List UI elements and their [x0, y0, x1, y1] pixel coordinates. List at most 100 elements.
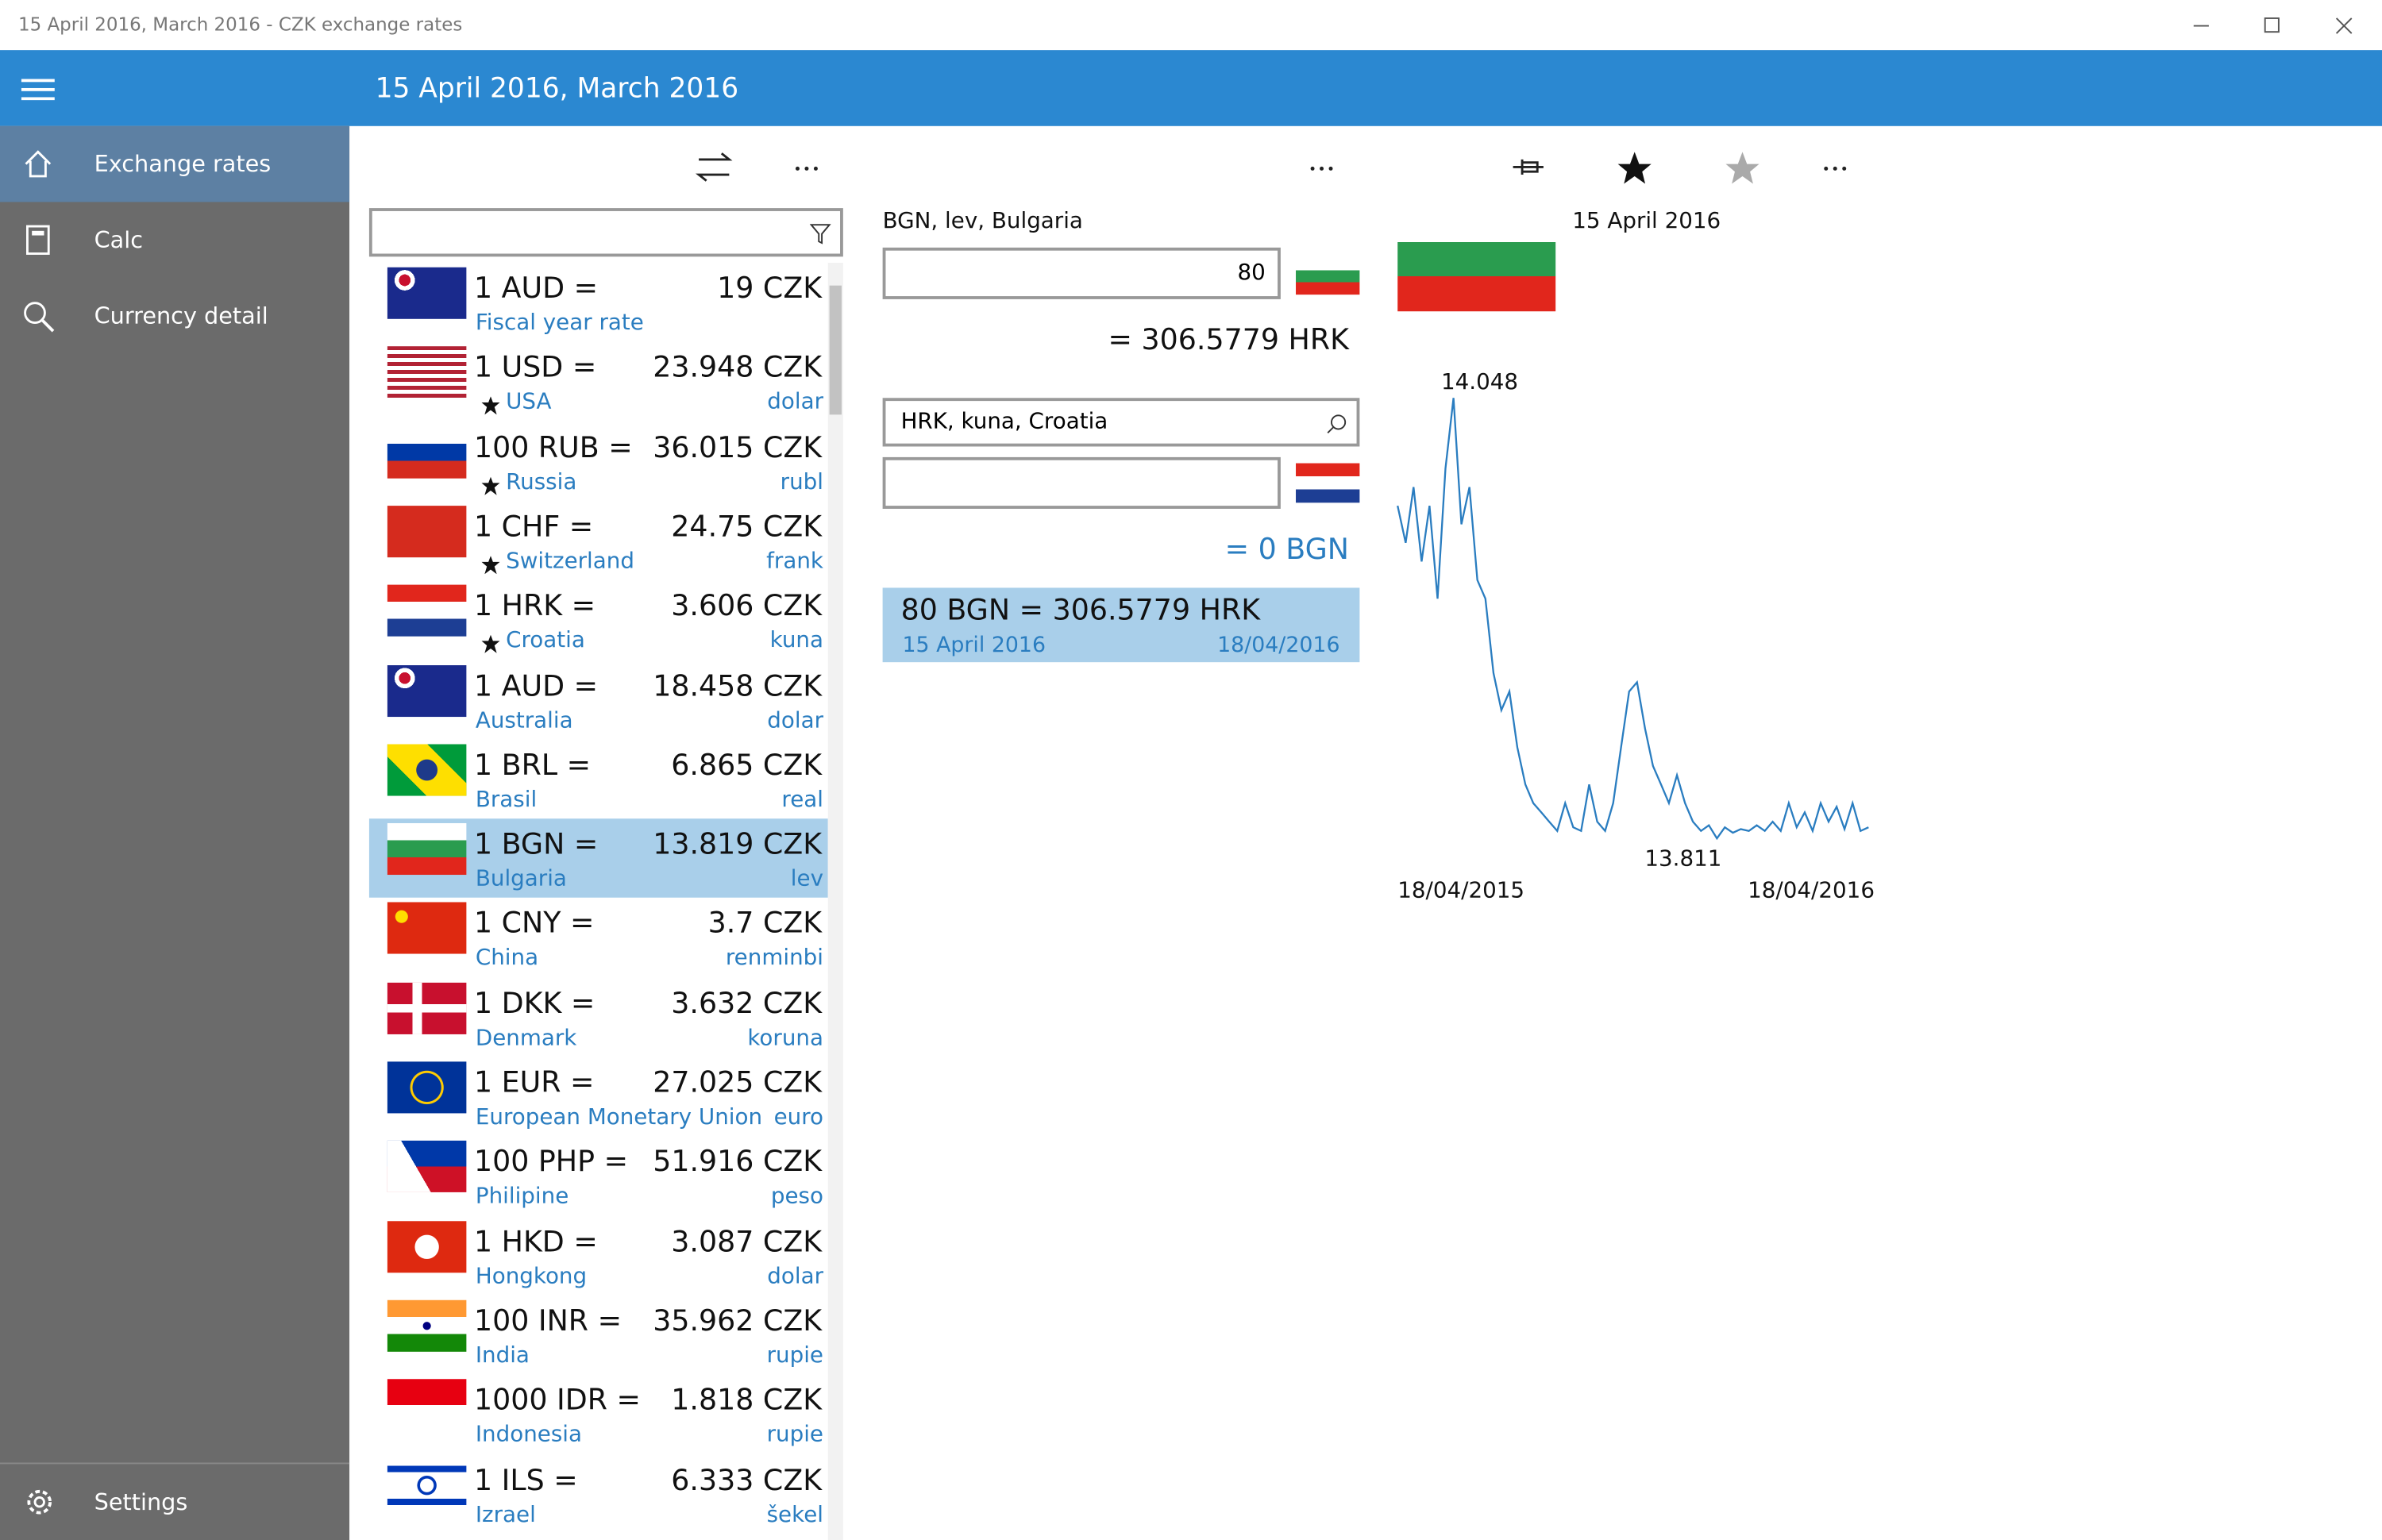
scrollbar[interactable]: [827, 262, 843, 1540]
rate-row[interactable]: 1 BGN = 13.819 CZK Bulgaria lev: [368, 818, 828, 898]
to-label: HRK, kuna, Croatia: [900, 410, 1108, 435]
flag: [387, 744, 467, 796]
nav-label: Exchange rates: [94, 150, 272, 178]
rate-row[interactable]: 100 INR = 35.962 CZK India rupie: [369, 1296, 828, 1374]
rate-row[interactable]: 1 ILS = 6.333 CZK Izrael šekel: [369, 1454, 828, 1533]
x-end-label: 18/04/2016: [1748, 877, 1875, 903]
more-button[interactable]: [1824, 166, 1847, 171]
filter-box[interactable]: [368, 208, 843, 257]
country: Switzerland: [506, 549, 634, 575]
currency-name: lev: [790, 867, 823, 892]
more-button[interactable]: [1310, 166, 1333, 171]
currency-name: dolar: [767, 1264, 823, 1289]
currency-name: rupie: [766, 1344, 823, 1369]
rate-unit: 1 BRL =: [473, 748, 592, 782]
more-button[interactable]: [795, 166, 818, 171]
favorite-button[interactable]: [1617, 152, 1652, 184]
rate-row[interactable]: 1 AUD = 19 CZK Fiscal year rate: [369, 263, 828, 341]
country: Russia: [506, 470, 577, 495]
country: China: [475, 946, 539, 972]
flag: [387, 505, 467, 557]
to-search[interactable]: HRK, kuna, Croatia: [882, 398, 1360, 447]
rate-row[interactable]: 1 HRK = 3.606 CZK Croatia kuna: [369, 580, 828, 659]
currency-name: euro: [773, 1105, 823, 1130]
country: Australia: [475, 708, 573, 733]
header-title: 15 April 2016, March 2016: [375, 72, 739, 106]
rate-unit: 1 AUD =: [473, 271, 599, 306]
star: [481, 556, 500, 575]
unfavorite-button[interactable]: [1725, 152, 1760, 184]
rate-unit: 1000 IDR =: [473, 1384, 642, 1418]
rate-value: 3.632 CZK: [671, 987, 823, 1021]
country: Denmark: [475, 1026, 577, 1051]
country: USA: [506, 391, 552, 415]
window-controls[interactable]: [2172, 12, 2370, 39]
rate-row[interactable]: 1 AUD = 18.458 CZK Australia dolar: [369, 660, 828, 738]
flag: [387, 982, 467, 1034]
rate-row[interactable]: 1 BRL = 6.865 CZK Brasil real: [369, 739, 828, 818]
rate-value: 3.606 CZK: [671, 589, 823, 623]
rate-row[interactable]: 1 EUR = 27.025 CZK European Monetary Union…: [369, 1057, 828, 1136]
rate-unit: 1 USD =: [473, 351, 597, 385]
currency-name: frank: [766, 549, 823, 575]
currency-name: dolar: [767, 708, 823, 733]
rate-row[interactable]: 100 PHP = 51.916 CZK Philipine peso: [369, 1137, 828, 1215]
country: Croatia: [506, 629, 585, 654]
history-chart: 14.048 13.811 18/04/2015 18/04/2016: [1397, 368, 1875, 903]
star: [481, 475, 500, 495]
rate-value: 27.025 CZK: [653, 1066, 823, 1100]
from-input[interactable]: 80: [882, 247, 1281, 299]
flag: [387, 903, 467, 955]
rate-unit: 1 CNY =: [473, 907, 595, 941]
detail-date: 15 April 2016: [1572, 210, 1721, 234]
country: Brasil: [475, 787, 538, 813]
rate-unit: 100 PHP =: [473, 1145, 629, 1180]
rate-row[interactable]: 100 RUB = 36.015 CZK Russia rubl: [369, 422, 828, 500]
country: Bulgaria: [475, 867, 567, 892]
currency-name: rupie: [766, 1423, 823, 1448]
rate-value: 36.015 CZK: [653, 430, 823, 464]
rate-value: 3.7 CZK: [707, 907, 823, 941]
sidebar: Exchange rates Calc Currency detail Sett…: [0, 125, 350, 1540]
star: [481, 635, 500, 654]
rate-row[interactable]: 1 CNY = 3.7 CZK China renminbi: [369, 898, 828, 976]
rate-row[interactable]: 1 USD = 23.948 CZK USA dolar: [369, 342, 828, 421]
rate-value: 1.818 CZK: [671, 1384, 823, 1418]
nav-label: Calc: [94, 226, 144, 254]
min-label: 13.811: [1644, 845, 1721, 872]
country: Philipine: [475, 1184, 569, 1210]
nav-item[interactable]: Settings: [0, 1464, 349, 1540]
summary[interactable]: 80 BGN = 306.5779 HRK 15 April 2016 18/0…: [882, 587, 1360, 663]
rate-unit: 1 BGN =: [473, 827, 599, 862]
to-input[interactable]: [882, 456, 1281, 509]
country: Fiscal year rate: [475, 311, 644, 336]
flag: [387, 664, 467, 717]
rate-unit: 1 DKK =: [473, 987, 596, 1021]
pin-button[interactable]: [1513, 159, 1544, 175]
price-line: [1397, 398, 1869, 841]
star-icon: [481, 475, 500, 495]
rate-unit: 1 AUD =: [473, 668, 599, 703]
swap-button[interactable]: [696, 152, 733, 182]
max-label: 14.048: [1441, 368, 1518, 395]
star: [481, 396, 500, 415]
rate-row[interactable]: 1 CHF = 24.75 CZK Switzerland frank: [369, 501, 828, 579]
nav-item[interactable]: Exchange rates: [0, 125, 350, 202]
nav-item[interactable]: Currency detail: [0, 278, 349, 354]
rate-row[interactable]: 1000 IDR = 1.818 CZK Indonesia rupie: [369, 1375, 828, 1453]
from-result: = 306.5779 HRK: [1108, 323, 1349, 357]
from-label: BGN, lev, Bulgaria: [882, 210, 1083, 234]
flag: [387, 1458, 467, 1511]
title-bar: 15 April 2016, March 2016 - CZK exchange…: [0, 0, 2382, 51]
from-value: 80: [1237, 261, 1266, 286]
rate-row[interactable]: 1 DKK = 3.632 CZK Denmark koruna: [369, 978, 828, 1057]
rate-value: 35.962 CZK: [653, 1304, 823, 1338]
rate-value: 51.916 CZK: [653, 1145, 823, 1180]
rate-row[interactable]: 1 HKD = 3.087 CZK Hongkong dolar: [369, 1216, 828, 1295]
nav-item[interactable]: Calc: [0, 202, 349, 278]
menu-button[interactable]: [21, 76, 55, 101]
country: European Monetary Union: [475, 1105, 763, 1130]
rate-value: 6.333 CZK: [671, 1463, 823, 1497]
summary-text: 80 BGN = 306.5779 HRK: [900, 594, 1261, 628]
rate-unit: 100 INR =: [473, 1304, 622, 1338]
